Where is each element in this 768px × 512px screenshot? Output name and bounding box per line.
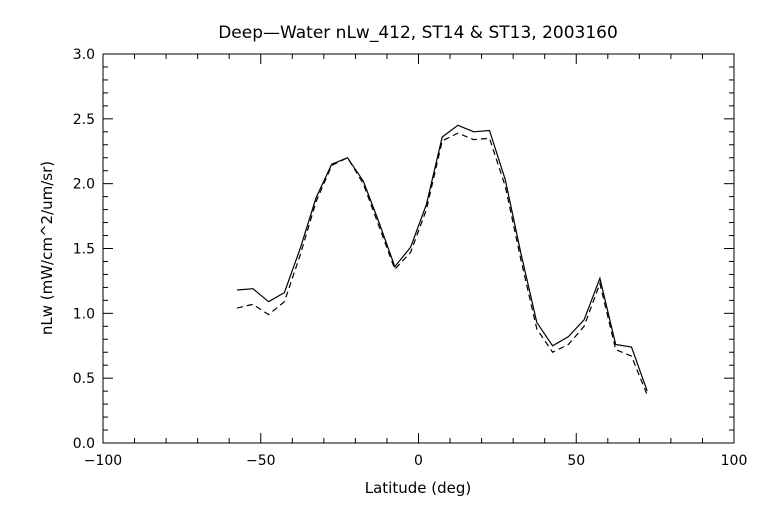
- y-tick-label: 2.5: [73, 112, 95, 128]
- x-tick-label: 50: [567, 453, 585, 469]
- plot-frame: [102, 53, 735, 444]
- axis-ticks: [102, 53, 735, 444]
- chart-title: Deep—Water nLw_412, ST14 & ST13, 2003160: [218, 23, 618, 43]
- y-tick-label: 1.0: [73, 306, 95, 322]
- series-line-dashed: [236, 132, 648, 396]
- y-tick-label: 0.5: [73, 371, 95, 387]
- x-tick-label: 100: [721, 453, 748, 469]
- x-axis-label: Latitude (deg): [365, 479, 471, 497]
- x-axis-tick-labels: −100 −50 0 50 100: [84, 453, 748, 469]
- x-tick-label: 0: [414, 453, 423, 469]
- series-layer: [236, 124, 648, 396]
- y-tick-label: 2.0: [73, 177, 95, 193]
- x-tick-label: −50: [246, 453, 276, 469]
- y-axis-tick-labels: 0.0 0.5 1.0 1.5 2.0 2.5 3.0: [73, 47, 95, 452]
- y-axis-label: nLw (mW/cm^2/um/sr): [38, 161, 56, 335]
- y-tick-label: 0.0: [73, 436, 95, 452]
- series-line-solid: [237, 124, 648, 392]
- x-tick-label: −100: [84, 453, 122, 469]
- y-tick-label: 1.5: [73, 242, 95, 258]
- y-tick-label: 3.0: [73, 47, 95, 63]
